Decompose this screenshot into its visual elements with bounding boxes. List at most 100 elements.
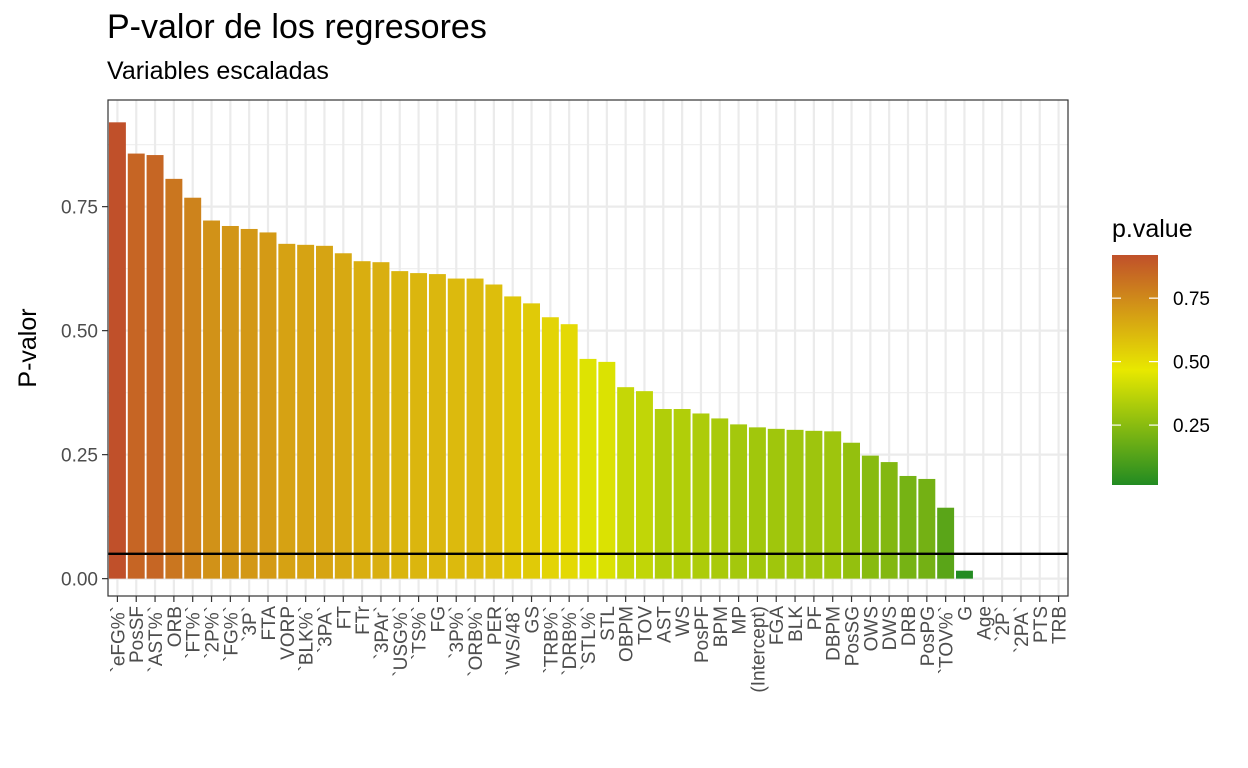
x-tick-label: `BLK%` (297, 606, 318, 671)
bar (259, 232, 277, 579)
bar (278, 243, 296, 579)
x-tick-label: DRB (899, 606, 920, 646)
legend-tick-label: 0.75 (1173, 289, 1210, 310)
x-tick-label: (Intercept) (748, 606, 769, 693)
x-tick-label: `eFG%` (108, 606, 129, 673)
x-tick-label: `USG%` (391, 606, 412, 677)
x-tick-label: PosPG (918, 606, 939, 666)
y-axis: 0.00 0.25 0.50 0.75 (61, 198, 108, 591)
y-axis-title: P-valor (14, 308, 42, 387)
x-tick-label: GS (523, 606, 544, 633)
bar (805, 430, 823, 579)
x-tick-label: `FG%` (221, 606, 242, 662)
bar (466, 278, 484, 579)
bar (899, 475, 917, 579)
bar (748, 427, 766, 579)
x-tick-label: `3PA` (315, 606, 336, 653)
x-tick-label: `TRB%` (541, 606, 562, 674)
x-tick-label: OWS (861, 606, 882, 651)
bar (334, 253, 352, 579)
bar (447, 278, 465, 579)
legend-tick-label: 0.25 (1173, 416, 1210, 437)
x-tick-label: `3P%` (447, 606, 468, 659)
x-tick-label: STL (598, 606, 619, 641)
x-tick-label: `WS/48` (504, 606, 525, 676)
bar (617, 387, 635, 579)
bar (504, 296, 522, 579)
chart-subtitle: Variables escaladas (107, 57, 329, 85)
bar (353, 261, 371, 579)
x-tick-label: VORP (278, 606, 299, 660)
legend: p.value 0.25 0.50 0.75 (1112, 215, 1210, 485)
bar (711, 418, 729, 579)
x-tick-label: DBPM (824, 606, 845, 661)
bar (843, 442, 860, 579)
x-tick-label: `TS%` (410, 606, 431, 660)
x-tick-label: TOV (635, 606, 656, 645)
bar (316, 245, 333, 579)
x-tick-label: `2P` (993, 606, 1014, 642)
bar (165, 178, 183, 579)
x-tick-label: FTA (259, 606, 280, 641)
y-tick-label: 0.25 (61, 446, 98, 467)
x-tick-label: BPM (711, 606, 732, 647)
bar (108, 122, 126, 579)
legend-tick-label: 0.50 (1173, 353, 1210, 374)
x-tick-label: MP (730, 606, 751, 635)
bar (221, 225, 239, 579)
legend-colorbar (1112, 255, 1158, 485)
x-tick-label: TRB (1050, 606, 1071, 644)
bar (523, 303, 540, 579)
bar (240, 228, 258, 579)
x-tick-label: `AST%` (146, 606, 167, 673)
bar (918, 478, 936, 579)
x-tick-label: `2P%` (203, 606, 224, 659)
x-tick-label: OBPM (617, 606, 638, 662)
x-tick-label: FG (428, 606, 449, 632)
bar (560, 324, 578, 579)
bar (391, 271, 409, 579)
x-tick-label: AST (654, 606, 675, 643)
bar (146, 155, 164, 579)
bar (372, 262, 390, 579)
bar (410, 273, 428, 579)
x-tick-label: Age (974, 606, 995, 640)
bar (673, 409, 691, 579)
x-tick-label: ORB (165, 606, 186, 647)
x-tick-label: WS (673, 606, 694, 637)
bar (541, 317, 559, 579)
bar (579, 358, 597, 579)
bar (127, 153, 145, 579)
bar (598, 361, 616, 579)
bar (184, 197, 202, 579)
x-tick-label: FT (334, 606, 355, 630)
bars (108, 122, 973, 579)
bar (937, 507, 955, 579)
x-tick-label: PTS (1031, 606, 1052, 643)
x-tick-label: `3PAr` (372, 606, 393, 659)
x-tick-label: BLK (786, 606, 807, 642)
plot-panel (107, 99, 1069, 597)
y-tick-label: 0.50 (61, 322, 98, 343)
bar (956, 570, 973, 579)
x-axis: `eFG%`PosSF`AST%`ORB`FT%``2P%``FG%``3P`F… (108, 596, 1071, 693)
x-tick-label: FTr (353, 605, 374, 635)
x-tick-label: `TOV%` (937, 606, 958, 674)
bar (654, 409, 672, 579)
bar (824, 431, 842, 579)
x-tick-label: `3P` (240, 606, 261, 642)
x-tick-label: G (955, 606, 976, 621)
bar (428, 274, 446, 579)
x-tick-label: FGA (767, 606, 788, 645)
bar (636, 391, 653, 579)
x-tick-label: `ORB%` (466, 606, 487, 677)
bar (692, 413, 710, 579)
bar (730, 424, 748, 579)
x-tick-label: PosSF (127, 606, 148, 663)
x-tick-label: `FT%` (184, 606, 205, 659)
bar (203, 220, 220, 579)
legend-title: p.value (1112, 215, 1193, 243)
x-tick-label: PF (805, 606, 826, 630)
bar (297, 244, 315, 579)
